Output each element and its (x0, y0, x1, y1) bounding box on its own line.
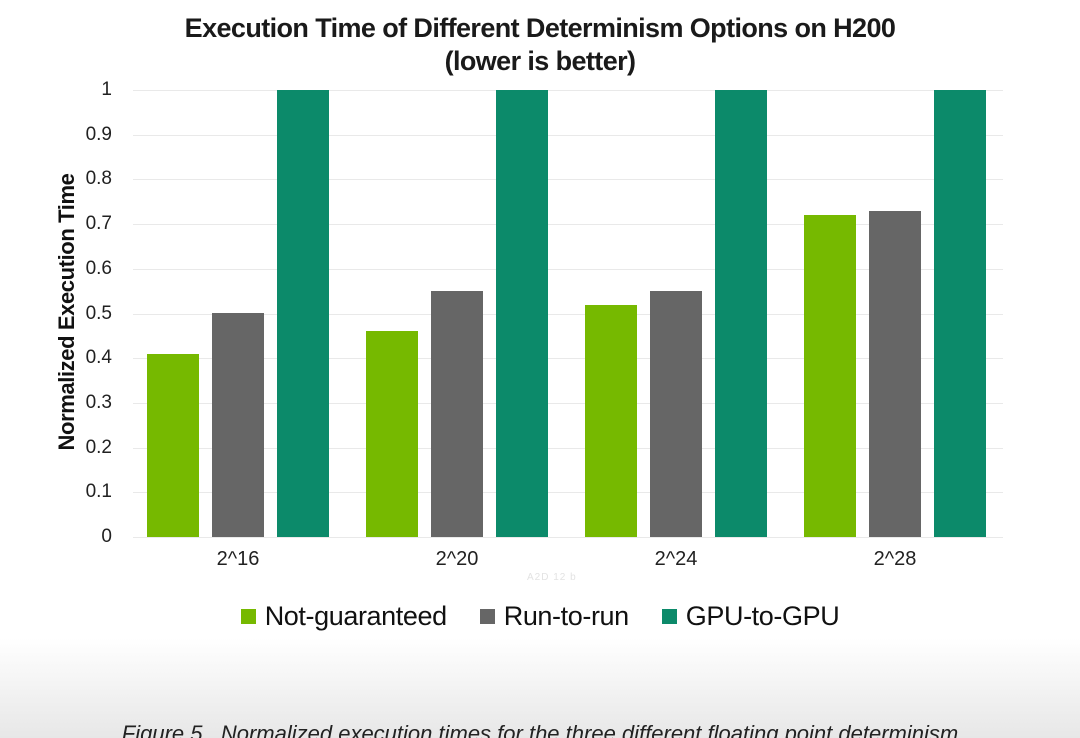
gridline-y-0.1 (133, 492, 1003, 493)
legend-swatch-gpu-to-gpu (661, 609, 677, 624)
x-tick-label-2^24: 2^24 (654, 548, 698, 570)
x-tick-label-2^16: 2^16 (216, 548, 260, 570)
chart-title-line2: (lower is better) (444, 46, 636, 76)
plot-area (133, 90, 1003, 538)
gridline-y-0.3 (133, 403, 1003, 404)
gridline-y-0 (133, 537, 1003, 538)
gridline-y-0.6 (133, 269, 1003, 270)
bottom-fade-gradient (0, 638, 1080, 738)
chart-title: Execution Time of Different Determinism … (0, 12, 1080, 78)
x-tick-label-2^20: 2^20 (435, 548, 479, 570)
gridline-y-1 (133, 90, 1003, 91)
bar-gpu-to-gpu-2^20 (496, 90, 548, 537)
bar-not-guaranteed-2^28 (804, 215, 856, 537)
legend-swatch-not-guaranteed (240, 609, 256, 624)
figure-caption: Figure 5. Normalized execution times for… (0, 656, 1080, 738)
gridline-y-0.9 (133, 135, 1003, 136)
bar-not-guaranteed-2^20 (366, 331, 418, 537)
bar-run-to-run-2^24 (650, 291, 702, 537)
x-tick-label-2^28: 2^28 (873, 548, 917, 570)
bar-run-to-run-2^20 (431, 291, 483, 537)
legend-item-run-to-run: Run-to-run (479, 601, 629, 632)
gridline-y-0.5 (133, 314, 1003, 315)
y-tick-label-0.3: 0.3 (85, 392, 112, 413)
y-tick-label-0: 0 (101, 526, 112, 547)
y-tick-label-0.5: 0.5 (85, 303, 112, 324)
gridline-y-0.4 (133, 358, 1003, 359)
legend-item-gpu-to-gpu: GPU-to-GPU (661, 601, 840, 632)
bar-gpu-to-gpu-2^16 (277, 90, 329, 537)
y-tick-label-0.6: 0.6 (85, 258, 112, 279)
legend-label-gpu-to-gpu: GPU-to-GPU (685, 601, 840, 631)
y-tick-label-1: 1 (101, 79, 112, 100)
figure-caption-line1: Figure 5. Normalized execution times for… (121, 721, 959, 738)
y-tick-label-0.8: 0.8 (85, 168, 112, 189)
bar-gpu-to-gpu-2^24 (715, 90, 767, 537)
legend-swatch-run-to-run (479, 609, 495, 624)
legend-label-not-guaranteed: Not-guaranteed (264, 601, 447, 631)
legend-item-not-guaranteed: Not-guaranteed (240, 601, 447, 632)
bar-run-to-run-2^16 (212, 313, 264, 537)
gridline-y-0.2 (133, 448, 1003, 449)
bar-run-to-run-2^28 (869, 211, 921, 537)
legend-label-run-to-run: Run-to-run (503, 601, 629, 631)
y-tick-label-0.2: 0.2 (85, 437, 112, 458)
y-tick-label-0.7: 0.7 (85, 213, 112, 234)
y-tick-label-0.1: 0.1 (85, 481, 112, 502)
legend: Not-guaranteed Run-to-run GPU-to-GPU (0, 601, 1080, 632)
y-tick-label-0.4: 0.4 (85, 347, 112, 368)
bar-not-guaranteed-2^16 (147, 354, 199, 537)
watermark: A2D 12 b (527, 572, 577, 583)
chart-title-line1: Execution Time of Different Determinism … (184, 13, 896, 43)
bar-gpu-to-gpu-2^28 (934, 90, 986, 537)
bar-not-guaranteed-2^24 (585, 305, 637, 537)
y-tick-label-0.9: 0.9 (85, 124, 112, 145)
gridline-y-0.7 (133, 224, 1003, 225)
gridline-y-0.8 (133, 179, 1003, 180)
